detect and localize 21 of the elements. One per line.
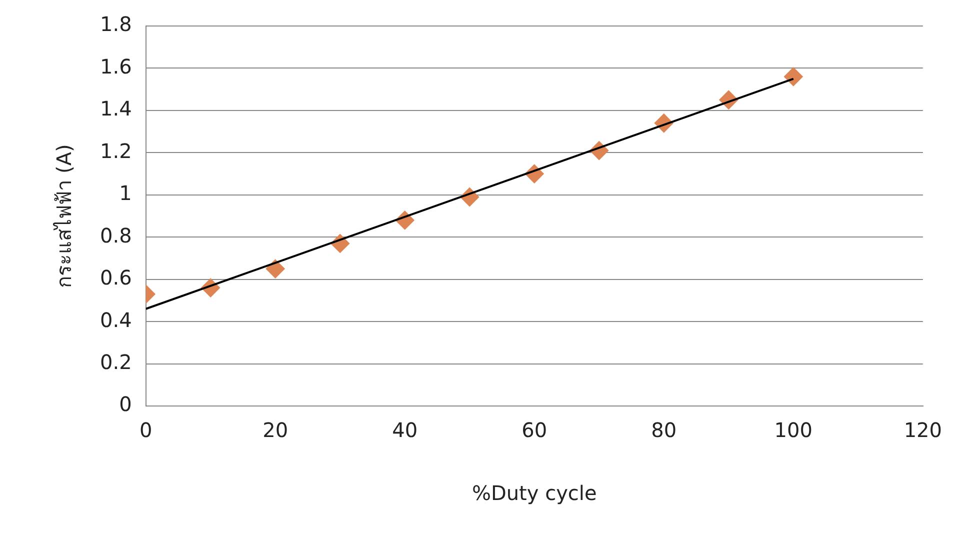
x-tick-label: 0 xyxy=(139,418,152,442)
y-tick-label: 0.8 xyxy=(100,223,132,248)
y-tick-label: 0.4 xyxy=(100,308,132,332)
point xyxy=(266,259,285,278)
x-axis-title: %Duty cycle xyxy=(472,481,597,506)
x-tick-label: 20 xyxy=(262,418,288,442)
x-tick-label: 120 xyxy=(904,418,942,442)
y-tick-label: 0 xyxy=(119,392,132,416)
y-tick-label: 0.2 xyxy=(100,350,132,374)
y-tick-label: 1 xyxy=(119,181,132,206)
x-tick-label: 80 xyxy=(651,418,677,442)
x-tick-label: 60 xyxy=(522,418,548,442)
y-tick-label: 1.2 xyxy=(100,138,132,163)
y-tick-label: 1.6 xyxy=(100,54,132,78)
point xyxy=(784,67,803,86)
y-tick-label: 1.8 xyxy=(100,12,132,36)
x-tick-label: 100 xyxy=(774,418,812,442)
y-tick-label: 0.6 xyxy=(100,266,132,290)
y-tick-label: 1.4 xyxy=(100,96,132,121)
x-tick-label: 40 xyxy=(392,418,418,442)
y-axis-title: กระแสไฟฟ้า (A) xyxy=(52,144,76,288)
